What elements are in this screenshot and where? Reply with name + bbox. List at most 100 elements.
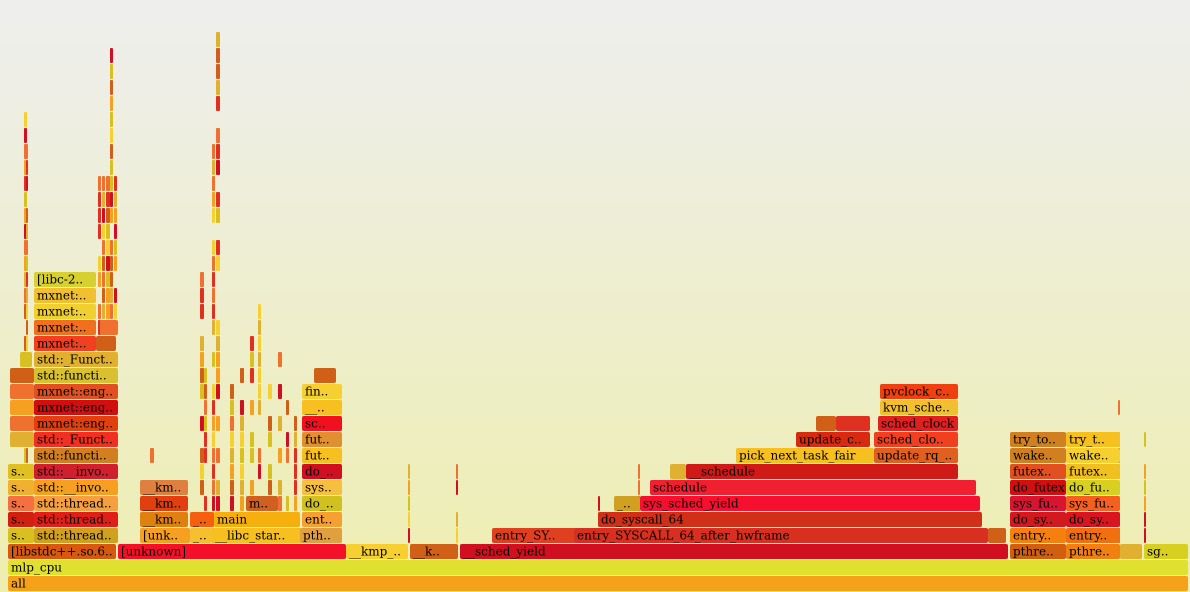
frame[interactable]: pth.. (300, 528, 342, 543)
frame[interactable]: __.. (302, 400, 342, 415)
frame[interactable]: futex.. (1010, 464, 1066, 479)
frame[interactable]: do_.. (302, 496, 342, 511)
frame-bar[interactable] (302, 384, 342, 399)
frame[interactable]: update_c.. (796, 432, 870, 447)
frame[interactable]: std::thread.. (34, 528, 118, 543)
frame[interactable]: mxnet::eng.. (34, 384, 118, 399)
frame-bar[interactable] (410, 544, 458, 559)
frame[interactable]: sg.. (1144, 544, 1188, 559)
frame-bar[interactable] (640, 496, 980, 511)
frame-bar[interactable] (8, 544, 116, 559)
frame[interactable]: __km.. (140, 480, 188, 495)
frame-bar[interactable] (492, 528, 576, 543)
frame[interactable]: update_rq_.. (874, 448, 958, 463)
frame-bar[interactable] (190, 512, 214, 527)
frame-bar[interactable] (1066, 432, 1120, 447)
frame[interactable]: sc.. (302, 416, 342, 431)
frame[interactable]: do_sy.. (1010, 512, 1066, 527)
frame[interactable]: _.. (190, 528, 212, 543)
frame-bar[interactable] (874, 432, 958, 447)
frame-bar[interactable] (1010, 528, 1066, 543)
frame-bar[interactable] (34, 512, 118, 527)
frame-bar[interactable] (34, 464, 118, 479)
frame[interactable]: wake.. (1010, 448, 1066, 463)
frame[interactable]: fin.. (302, 384, 342, 399)
frame[interactable]: do_futex (1010, 480, 1066, 495)
frame[interactable]: mxnet:.. (34, 320, 96, 335)
frame[interactable]: pvclock_c.. (880, 384, 958, 399)
frame-bar[interactable] (1010, 480, 1066, 495)
frame[interactable]: std::_Funct.. (34, 432, 118, 447)
frame-bar[interactable] (34, 384, 118, 399)
frame-bar[interactable] (1010, 464, 1066, 479)
frame-bar[interactable] (8, 560, 1188, 575)
frame[interactable]: entry_SY.. (492, 528, 576, 543)
frame[interactable]: all (8, 576, 1188, 591)
frame-bar[interactable] (1010, 432, 1066, 447)
frame-bar[interactable] (8, 480, 34, 495)
frame-bar[interactable] (1066, 496, 1120, 511)
frame-bar[interactable] (1066, 480, 1120, 495)
frame[interactable]: main (214, 512, 300, 527)
frame-bar[interactable] (34, 304, 96, 319)
frame-bar[interactable] (1066, 544, 1120, 559)
frame[interactable]: __schedule (686, 464, 958, 479)
frame[interactable]: pick_next_task_fair (736, 448, 874, 463)
frame[interactable]: s.. (8, 496, 34, 511)
frame-bar[interactable] (302, 496, 342, 511)
frame[interactable]: fut.. (302, 432, 342, 447)
frame[interactable]: fut.. (302, 448, 342, 463)
frame-bar[interactable] (34, 448, 118, 463)
frame[interactable]: do_syscall_64 (598, 512, 982, 527)
frame[interactable]: futex.. (1066, 464, 1120, 479)
frame-bar[interactable] (1010, 496, 1066, 511)
frame[interactable]: entry.. (1010, 528, 1066, 543)
frame-bar[interactable] (302, 416, 342, 431)
frame-bar[interactable] (140, 512, 188, 527)
frame[interactable]: mxnet:.. (34, 304, 96, 319)
frame-bar[interactable] (190, 528, 212, 543)
frame-bar[interactable] (34, 272, 96, 287)
frame-bar[interactable] (736, 448, 874, 463)
frame-bar[interactable] (302, 448, 342, 463)
frame[interactable]: s.. (8, 464, 34, 479)
frame-bar[interactable] (212, 528, 302, 543)
frame[interactable]: entry_SYSCALL_64_after_hwframe (574, 528, 988, 543)
frame[interactable]: do_.. (302, 464, 342, 479)
frame-bar[interactable] (1066, 464, 1120, 479)
frame[interactable]: s.. (8, 512, 34, 527)
frame[interactable]: wake.. (1066, 448, 1120, 463)
frame[interactable]: mlp_cpu (8, 560, 1188, 575)
frame[interactable]: __km.. (140, 496, 188, 511)
frame-bar[interactable] (140, 496, 188, 511)
frame-bar[interactable] (34, 352, 118, 367)
frame-bar[interactable] (686, 464, 958, 479)
frame-bar[interactable] (34, 368, 118, 383)
frame[interactable]: mxnet:.. (34, 288, 96, 303)
frame[interactable]: s.. (8, 528, 34, 543)
frame-bar[interactable] (34, 496, 118, 511)
frame[interactable]: std::thread.. (34, 496, 118, 511)
frame[interactable]: kvm_sche.. (880, 400, 958, 415)
frame-bar[interactable] (34, 288, 96, 303)
frame[interactable]: [libc-2.. (34, 272, 96, 287)
frame-bar[interactable] (214, 512, 300, 527)
frame-bar[interactable] (302, 512, 342, 527)
frame[interactable]: std::thread.. (34, 512, 118, 527)
frame-bar[interactable] (140, 480, 188, 495)
frame-bar[interactable] (34, 416, 118, 431)
frame-bar[interactable] (650, 480, 976, 495)
frame-bar[interactable] (8, 464, 34, 479)
frame-bar[interactable] (574, 528, 988, 543)
frame-bar[interactable] (34, 432, 118, 447)
frame-bar[interactable] (460, 544, 1008, 559)
frame-bar[interactable] (34, 400, 118, 415)
frame[interactable]: _.. (190, 512, 214, 527)
frame[interactable]: std::functi.. (34, 368, 118, 383)
frame-bar[interactable] (140, 528, 190, 543)
frame-bar[interactable] (300, 528, 342, 543)
frame[interactable]: sys_fu.. (1066, 496, 1120, 511)
frame[interactable]: sys.. (302, 480, 342, 495)
frame[interactable]: try_to.. (1010, 432, 1066, 447)
frame[interactable]: [libstdc++.so.6.. (8, 544, 116, 559)
